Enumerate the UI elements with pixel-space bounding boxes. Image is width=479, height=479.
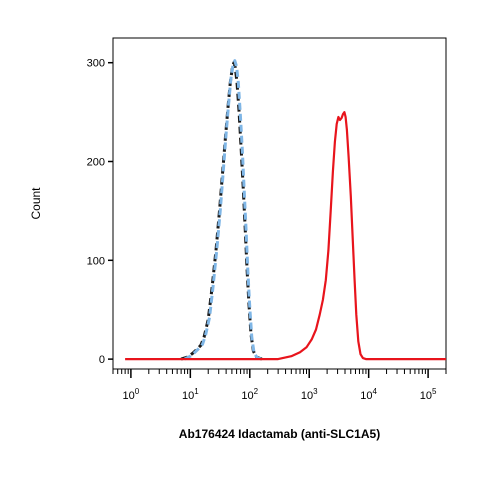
y-tick-label: 300 [87,58,105,70]
series-line-3 [125,111,446,361]
x-tick-label: 105 [420,387,437,402]
y-tick-label: 0 [99,354,105,366]
x-axis: 100 101 102 103 104 105 [112,369,447,402]
y-axis-label: Count [29,187,43,220]
x-tick-label: 104 [360,387,377,402]
x-tick-label: 100 [123,387,140,402]
x-tick-label: 103 [301,387,318,402]
y-tick-label: 200 [87,157,105,169]
series-line-2 [183,59,264,361]
series-layer [125,59,446,361]
y-axis: 0 100 200 300 [87,58,113,366]
plot-frame [112,37,447,370]
x-tick-label: 101 [182,387,199,402]
x-tick-label: 102 [241,387,258,402]
y-tick-label: 100 [87,255,105,267]
x-axis-label: Ab176424 Idactamab (anti-SLC1A5) [179,427,380,441]
